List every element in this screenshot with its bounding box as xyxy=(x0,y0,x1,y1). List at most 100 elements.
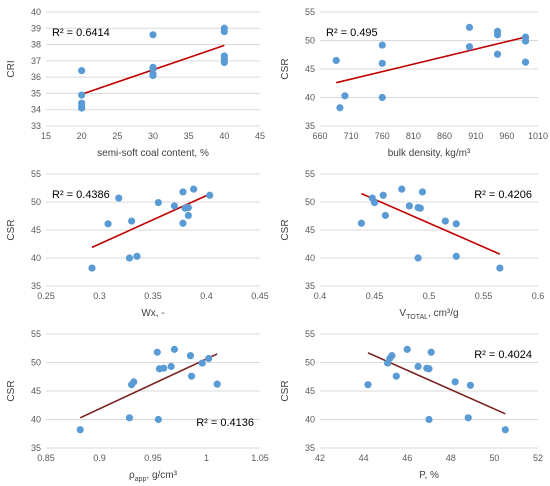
x-tick-label: 40 xyxy=(219,131,229,141)
data-point xyxy=(521,58,530,66)
data-point xyxy=(336,104,344,112)
data-point xyxy=(452,220,460,228)
x-axis-title-main: P, % xyxy=(419,470,439,481)
y-tick-label: 39 xyxy=(31,23,41,33)
data-point xyxy=(184,204,192,212)
data-point xyxy=(220,27,228,36)
y-tick-label: 45 xyxy=(305,386,315,396)
data-point xyxy=(128,217,136,225)
x-axis-title-units: , cm³/g xyxy=(428,308,459,319)
x-tick-label: 0.45 xyxy=(366,291,384,301)
trendline xyxy=(336,36,526,84)
data-point xyxy=(364,381,372,389)
r-squared-label: R² = 0.495 xyxy=(326,27,378,39)
data-point xyxy=(425,365,433,373)
data-point xyxy=(154,198,162,207)
y-tick-label: 40 xyxy=(31,253,41,263)
data-point xyxy=(466,381,475,389)
y-tick-label: 35 xyxy=(305,281,315,291)
y-axis-title: CSR xyxy=(6,380,17,401)
data-point xyxy=(170,202,178,210)
chart-csr-vs-papp: 35 40 45 50 55 0.85 0.9 0.95 1 1.05 R² = 0.4136 CSR… xyxy=(2,324,270,484)
data-point xyxy=(493,31,502,39)
x-tick-label: 0.45 xyxy=(251,291,269,301)
y-tick-label: 40 xyxy=(305,93,315,103)
data-point xyxy=(418,188,427,196)
data-point xyxy=(179,188,187,196)
y-tick-label: 37 xyxy=(31,56,41,66)
x-tick-label: 0.9 xyxy=(93,453,106,463)
chart-svg: 35 40 45 50 55 0.25 0.3 0.35 0.4 0.45 R² = 0.4386 C… xyxy=(6,169,269,319)
y-tick-label: 55 xyxy=(31,169,41,179)
y-axis-title: CSR xyxy=(280,380,291,401)
y-tick-label: 35 xyxy=(31,88,41,98)
x-tick-label: 46 xyxy=(402,453,412,463)
data-point xyxy=(451,378,459,386)
data-point xyxy=(416,204,424,212)
y-tick-label: 55 xyxy=(305,329,315,339)
y-tick-label: 50 xyxy=(305,358,315,368)
y-tick-label: 36 xyxy=(31,72,41,82)
y-tick-label: 45 xyxy=(31,225,41,235)
x-tick-label: 0.4 xyxy=(200,291,213,301)
x-tick-label: 25 xyxy=(112,131,122,141)
data-point xyxy=(405,202,413,210)
y-tick-label: 34 xyxy=(31,105,41,115)
x-axis-title-subscript: app xyxy=(135,476,147,483)
chart-cri-vs-semisoft-coal: 33 34 35 36 37 38 39 40 15 20 25 30 35 40 45 R² = 0.641… xyxy=(2,2,270,162)
data-point xyxy=(378,41,386,49)
chart-svg: 33 34 35 36 37 38 39 40 15 20 25 30 35 40 45 R² = 0.641… xyxy=(6,7,265,159)
y-tick-label: 50 xyxy=(31,197,41,207)
x-tick-label: 910 xyxy=(468,131,483,141)
x-axis-title-main: semi-soft coal content, % xyxy=(97,148,209,159)
data-point xyxy=(88,264,96,272)
y-axis-title: CSR xyxy=(6,219,17,240)
chart-svg: 35 40 45 50 55 42 44 46 48 50 52 R² = 0.4024 CSR P, % xyxy=(280,329,543,481)
data-point xyxy=(78,91,86,99)
data-point xyxy=(160,364,168,372)
data-point xyxy=(414,362,422,371)
data-point xyxy=(332,56,340,65)
data-point xyxy=(149,71,157,80)
x-axis-title: P, % xyxy=(419,470,439,481)
data-point xyxy=(187,372,196,380)
x-tick-label: 860 xyxy=(437,131,452,141)
data-point xyxy=(381,211,389,220)
x-axis-title: ρapp, g/cm³ xyxy=(129,470,178,483)
data-point xyxy=(76,426,84,434)
data-point xyxy=(521,37,530,45)
trendline xyxy=(79,353,218,419)
data-point xyxy=(104,220,112,228)
x-axis-title-subscript: TOTAL xyxy=(406,314,428,321)
x-tick-label: 0.4 xyxy=(314,291,327,301)
data-point xyxy=(464,414,472,422)
x-tick-label: 52 xyxy=(533,453,543,463)
r-squared-label: R² = 0.4024 xyxy=(474,349,532,361)
y-tick-label: 40 xyxy=(305,253,315,263)
x-axis-title: Wx, - xyxy=(141,308,164,319)
x-tick-label: 1010 xyxy=(528,131,548,141)
y-tick-label: 50 xyxy=(305,36,315,46)
x-tick-label: 960 xyxy=(499,131,514,141)
data-point xyxy=(378,59,386,67)
chart-svg: 35 40 45 50 55 0.85 0.9 0.95 1 1.05 R² = 0.4136 CSR… xyxy=(6,329,269,483)
data-point xyxy=(357,219,366,227)
x-tick-label: 45 xyxy=(255,131,265,141)
y-tick-label: 50 xyxy=(31,358,41,368)
data-point xyxy=(403,345,411,353)
chart-csr-vs-bulk-density: 35 40 45 50 55 660 710 760 810 860 910 960 1010 R² = … xyxy=(276,2,548,162)
y-axis-title: CRI xyxy=(6,60,17,77)
chart-csr-vs-wx: 35 40 45 50 55 0.25 0.3 0.35 0.4 0.45 R² = 0.4386 C… xyxy=(2,164,270,322)
x-axis-title-main: V xyxy=(399,308,406,319)
chart-svg: 35 40 45 50 55 660 710 760 810 860 910 960 1010 R² = … xyxy=(280,7,548,159)
chart-svg: 35 40 45 50 55 0.4 0.45 0.5 0.55 0.6 R² = 0.4206 CS… xyxy=(280,169,545,321)
y-tick-label: 45 xyxy=(31,386,41,396)
data-point xyxy=(125,414,134,422)
x-tick-label: 0.6 xyxy=(532,291,545,301)
trendline xyxy=(361,192,501,255)
x-tick-label: 0.85 xyxy=(37,453,55,463)
y-tick-label: 38 xyxy=(31,40,41,50)
y-tick-label: 35 xyxy=(305,121,315,131)
x-axis-title-main: Wx, - xyxy=(141,308,164,319)
